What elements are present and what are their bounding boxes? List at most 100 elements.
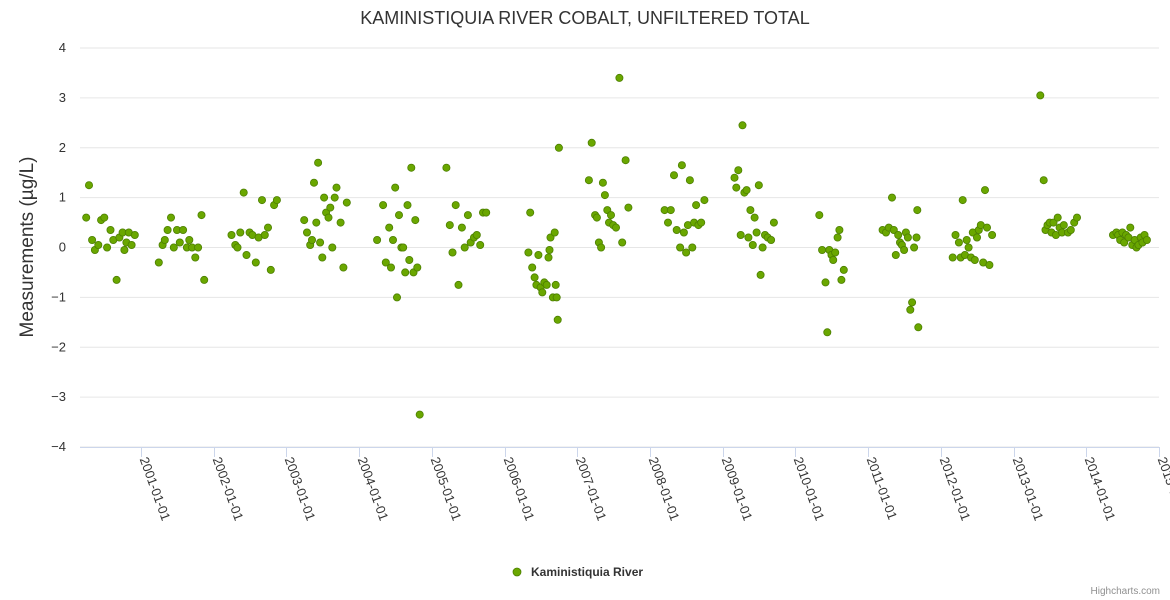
data-point[interactable] [958,196,967,205]
data-point[interactable] [309,178,318,187]
data-point[interactable] [624,203,633,212]
data-point[interactable] [750,213,759,222]
data-point[interactable] [166,213,175,222]
data-point[interactable] [194,243,203,252]
data-point[interactable] [342,198,351,207]
data-point[interactable] [392,293,401,302]
data-point[interactable] [1126,223,1135,232]
data-point[interactable] [598,178,607,187]
data-point[interactable] [239,188,248,197]
data-point[interactable] [1066,225,1075,234]
data-point[interactable] [528,263,537,272]
data-point[interactable] [912,233,921,242]
data-point[interactable] [672,225,681,234]
data-point[interactable] [769,218,778,227]
data-point[interactable] [839,265,848,274]
data-point[interactable] [951,230,960,239]
data-point[interactable] [339,263,348,272]
data-point[interactable] [754,181,763,190]
data-point[interactable] [251,258,260,267]
data-point[interactable] [815,211,824,220]
data-point[interactable] [373,235,382,244]
data-point[interactable] [328,243,337,252]
data-point[interactable] [85,181,94,190]
data-point[interactable] [266,265,275,274]
data-point[interactable] [326,203,335,212]
data-point[interactable] [336,218,345,227]
data-point[interactable] [445,221,454,230]
data-point[interactable] [734,166,743,175]
data-point[interactable] [106,225,115,234]
data-point[interactable] [688,243,697,252]
data-point[interactable] [964,243,973,252]
data-point[interactable] [618,238,627,247]
data-point[interactable] [587,138,596,147]
data-point[interactable] [242,250,251,259]
data-point[interactable] [685,176,694,185]
data-point[interactable] [621,156,630,165]
data-point[interactable] [163,225,172,234]
legend-label[interactable]: Kaministiquia River [531,565,643,579]
data-point[interactable] [615,73,624,82]
data-point[interactable] [236,228,245,237]
data-point[interactable] [985,260,994,269]
data-point[interactable] [682,248,691,257]
data-point[interactable] [756,270,765,279]
data-point[interactable] [584,176,593,185]
data-point[interactable] [401,268,410,277]
data-point[interactable] [160,235,169,244]
data-point[interactable] [538,288,547,297]
legend[interactable]: Kaministiquia River [512,565,643,579]
data-point[interactable] [552,293,561,302]
data-point[interactable] [413,263,422,272]
data-point[interactable] [542,280,551,289]
data-point[interactable] [738,121,747,130]
data-point[interactable] [127,240,136,249]
data-point[interactable] [970,255,979,264]
data-point[interactable] [94,240,103,249]
data-point[interactable] [385,223,394,232]
data-point[interactable] [476,240,485,249]
data-point[interactable] [320,193,329,202]
data-point[interactable] [752,228,761,237]
data-point[interactable] [330,193,339,202]
data-point[interactable] [399,243,408,252]
data-point[interactable] [732,183,741,192]
data-point[interactable] [592,213,601,222]
data-point[interactable] [767,235,776,244]
data-point[interactable] [388,235,397,244]
data-point[interactable] [169,243,178,252]
data-point[interactable] [185,235,194,244]
data-point[interactable] [903,233,912,242]
data-point[interactable] [888,193,897,202]
data-point[interactable] [544,253,553,262]
data-point[interactable] [676,243,685,252]
data-point[interactable] [154,258,163,267]
data-point[interactable] [910,243,919,252]
data-point[interactable] [257,196,266,205]
data-point[interactable] [233,243,242,252]
data-point[interactable] [442,163,451,172]
data-point[interactable] [386,263,395,272]
data-point[interactable] [302,228,311,237]
credits-link[interactable]: Highcharts.com [1091,586,1160,597]
data-point[interactable] [746,206,755,215]
data-point[interactable] [482,208,491,217]
data-point[interactable] [1059,221,1068,230]
data-point[interactable] [451,201,460,210]
data-point[interactable] [263,223,272,232]
data-point[interactable] [103,243,112,252]
data-point[interactable] [175,238,184,247]
data-point[interactable] [948,253,957,262]
data-point[interactable] [227,230,236,239]
data-point[interactable] [272,196,281,205]
data-point[interactable] [545,245,554,254]
data-point[interactable] [300,216,309,225]
data-point[interactable] [983,223,992,232]
data-point[interactable] [829,255,838,264]
data-point[interactable] [526,208,535,217]
data-point[interactable] [597,243,606,252]
data-point[interactable] [666,206,675,215]
data-point[interactable] [197,211,206,220]
data-point[interactable] [472,230,481,239]
